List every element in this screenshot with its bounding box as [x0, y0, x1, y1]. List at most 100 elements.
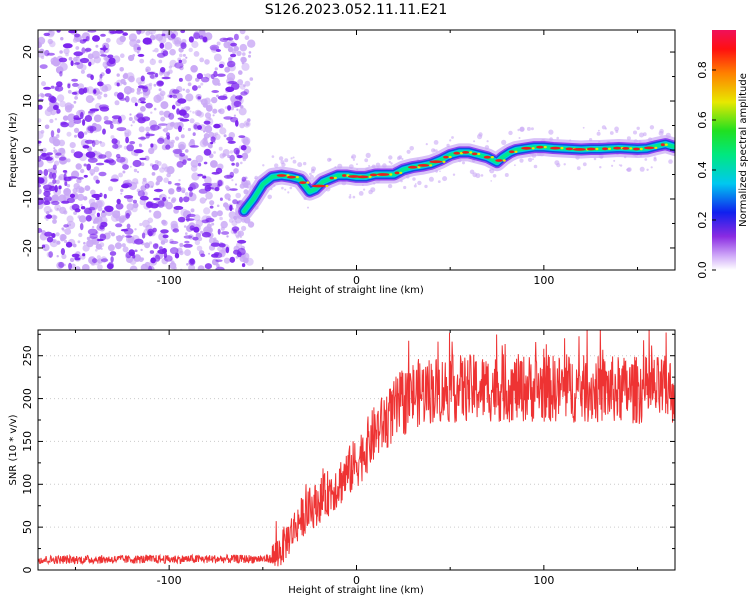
- noise-blob-light: [105, 37, 111, 43]
- noise-blob-dark: [107, 261, 114, 269]
- ridge-halo-dot: [639, 166, 645, 172]
- noise-blob-light: [51, 194, 60, 203]
- noise-blob-dark: [84, 115, 93, 122]
- noise-blob-light: [140, 91, 143, 94]
- noise-blob-dark: [172, 148, 183, 154]
- ridge-peak-edge: [639, 147, 643, 151]
- noise-blob-dark: [79, 57, 90, 64]
- noise-blob-light: [99, 242, 105, 248]
- noise-blob-dark: [233, 249, 240, 255]
- ridge-halo-dot: [649, 125, 655, 130]
- noise-blob-dark: [148, 230, 153, 237]
- ridge-peak: [602, 147, 608, 151]
- ridge-peak-edge: [490, 156, 494, 159]
- noise-blob-dark: [101, 210, 106, 213]
- noise-blob-dark: [231, 162, 235, 166]
- ridge-peak: [417, 164, 430, 167]
- ridge-peak: [443, 155, 449, 159]
- noise-blob-dark: [183, 235, 193, 239]
- ridge-halo-dot: [387, 183, 393, 189]
- noise-blob-light: [237, 230, 244, 237]
- noise-blob-dark: [174, 62, 184, 69]
- noise-blob-dark: [136, 30, 142, 35]
- noise-blob-light: [83, 241, 86, 245]
- x-tick-label: 0: [353, 574, 360, 587]
- ridge-halo-dot: [368, 164, 371, 167]
- noise-blob-dark: [112, 143, 119, 149]
- noise-blob-dark: [157, 200, 165, 208]
- noise-blob-light: [75, 46, 80, 50]
- y-tick-label: 150: [21, 431, 34, 452]
- noise-blob-dark: [60, 248, 65, 255]
- noise-blob-light: [152, 49, 155, 53]
- noise-blob-dark: [229, 171, 235, 178]
- noise-blob-dark: [74, 33, 80, 38]
- noise-blob-dark: [146, 71, 156, 75]
- noise-blob-light: [229, 150, 234, 154]
- ridge-halo-dot: [415, 183, 417, 185]
- noise-blob-light: [77, 193, 85, 201]
- ridge-peak: [276, 174, 287, 177]
- noise-blob-dark: [52, 179, 57, 184]
- noise-blob-light: [59, 50, 63, 54]
- noise-blob-light: [197, 85, 201, 89]
- noise-blob-dark: [68, 30, 78, 34]
- noise-blob-light: [231, 179, 234, 182]
- noise-blob-light: [211, 222, 215, 226]
- noise-blob-light: [73, 211, 77, 216]
- ridge-peak-edge: [333, 176, 337, 180]
- noise-blob-dark: [64, 181, 68, 186]
- noise-blob-light: [148, 241, 153, 245]
- snr-panel: -100 0 100 0 50 100 150 200 250 Height of strai…: [8, 329, 676, 596]
- noise-blob-light: [121, 234, 125, 238]
- noise-blob-light: [112, 118, 118, 124]
- noise-blob-dark: [238, 135, 246, 139]
- noise-blob-light: [59, 100, 66, 108]
- ridge-halo-dot: [271, 155, 275, 158]
- noise-blob-dark: [152, 243, 159, 250]
- noise-blob-light: [182, 88, 185, 91]
- noise-blob-light: [57, 176, 63, 181]
- noise-blob-dark: [99, 225, 105, 230]
- noise-blob-dark: [167, 181, 172, 185]
- noise-blob-dark: [103, 45, 106, 52]
- ridge-halo-dot: [486, 140, 489, 143]
- noise-blob-dark: [83, 174, 88, 178]
- noise-blob-light: [226, 235, 229, 238]
- noise-blob-dark: [201, 231, 212, 238]
- noise-blob-dark: [80, 111, 84, 120]
- noise-blob-light: [195, 155, 204, 163]
- ridge-peak: [429, 160, 443, 164]
- noise-blob-light: [241, 225, 247, 231]
- noise-blob-dark: [116, 30, 123, 34]
- noise-blob-light: [86, 239, 94, 248]
- noise-blob-light: [97, 95, 102, 100]
- noise-blob-light: [88, 198, 96, 206]
- ridge-halo-dot: [434, 149, 438, 153]
- noise-blob-light: [175, 93, 183, 100]
- noise-blob-light: [224, 106, 228, 109]
- noise-blob-dark: [62, 170, 68, 173]
- noise-blob-light: [211, 96, 218, 104]
- noise-blob-dark: [132, 159, 142, 168]
- noise-blob-light: [63, 48, 70, 55]
- noise-blob-light: [41, 81, 46, 87]
- noise-blob-dark: [111, 138, 118, 145]
- noise-blob-dark: [185, 218, 195, 221]
- noise-blob-light: [47, 168, 52, 173]
- noise-blob-light: [130, 124, 133, 127]
- noise-blob-dark: [93, 89, 97, 94]
- ridge-peak-edge: [477, 152, 481, 156]
- ridge-halo-dot: [310, 169, 315, 174]
- noise-blob-dark: [151, 164, 159, 171]
- noise-blob-light: [156, 175, 163, 183]
- noise-blob-dark: [189, 145, 199, 148]
- ridge-halo-dot: [428, 176, 434, 182]
- noise-blob-light: [170, 198, 176, 204]
- noise-blob-dark: [134, 238, 144, 245]
- noise-blob-light: [132, 54, 136, 57]
- noise-blob-light: [216, 204, 220, 208]
- noise-blob-light: [91, 225, 95, 229]
- noise-blob-light: [49, 118, 54, 124]
- noise-blob-light: [138, 257, 144, 263]
